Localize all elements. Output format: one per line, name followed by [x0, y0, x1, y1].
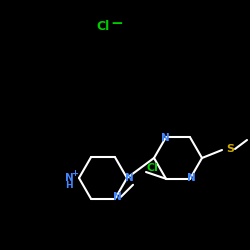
Text: −: − [110, 16, 124, 32]
Text: N: N [186, 173, 196, 183]
Text: N: N [64, 173, 74, 183]
Text: +: + [72, 168, 78, 177]
Text: Cl: Cl [146, 163, 158, 173]
Text: N: N [112, 192, 122, 202]
Text: H: H [65, 182, 73, 190]
Text: N: N [124, 173, 134, 183]
Text: N: N [160, 133, 170, 143]
Text: Cl: Cl [96, 20, 110, 34]
Text: S: S [226, 144, 234, 154]
